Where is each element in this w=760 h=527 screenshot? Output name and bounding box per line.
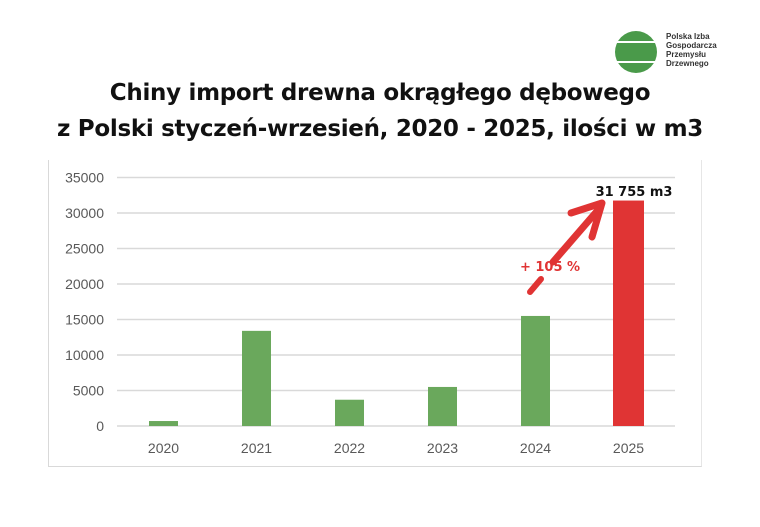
logo-line: Przemysłu	[666, 50, 707, 59]
value-label-2025: 31 755 m3	[596, 185, 673, 200]
bar-2020	[149, 421, 178, 426]
growth-arrow-shaft	[549, 206, 602, 266]
chart-frame	[48, 160, 702, 467]
logo: Polska Izba Gospodarcza Przemysłu Drzewn…	[614, 30, 724, 74]
y-tick-label: 35000	[65, 170, 104, 186]
logo-line: Drzewnego	[666, 59, 709, 68]
bar-2023	[428, 386, 457, 426]
bar-2021	[242, 330, 271, 426]
bar-2022	[335, 399, 364, 426]
logo-emblem-icon	[615, 31, 657, 73]
x-tick-label: 2022	[334, 440, 365, 456]
y-tick-label: 5000	[73, 383, 104, 399]
y-tick-label: 20000	[65, 276, 104, 292]
x-tick-label: 2025	[613, 440, 644, 456]
logo-line: Polska Izba	[666, 32, 710, 41]
growth-arrow-head-icon	[567, 199, 606, 241]
logo-text: Polska Izba Gospodarcza Przemysłu Drzewn…	[666, 32, 717, 68]
x-tick-label: 2020	[148, 440, 179, 456]
bar-2024	[521, 315, 550, 426]
y-tick-label: 0	[96, 418, 104, 434]
x-tick-label: 2024	[520, 440, 551, 456]
y-tick-label: 30000	[65, 205, 104, 221]
chart-title-line-2: z Polski styczeń-wrzesień, 2020 - 2025, …	[57, 116, 703, 142]
chart-title-line-1: Chiny import drewna okrągłego dębowego	[109, 80, 651, 106]
x-tick-label: 2023	[427, 440, 458, 456]
bar-2025	[613, 200, 644, 426]
growth-arrow-tail	[527, 276, 544, 295]
y-tick-label: 10000	[65, 347, 104, 363]
y-tick-label: 15000	[65, 312, 104, 328]
y-tick-label: 25000	[65, 241, 104, 257]
logo-line: Gospodarcza	[666, 41, 717, 50]
growth-label: + 105 %	[520, 260, 580, 275]
x-tick-label: 2021	[241, 440, 272, 456]
